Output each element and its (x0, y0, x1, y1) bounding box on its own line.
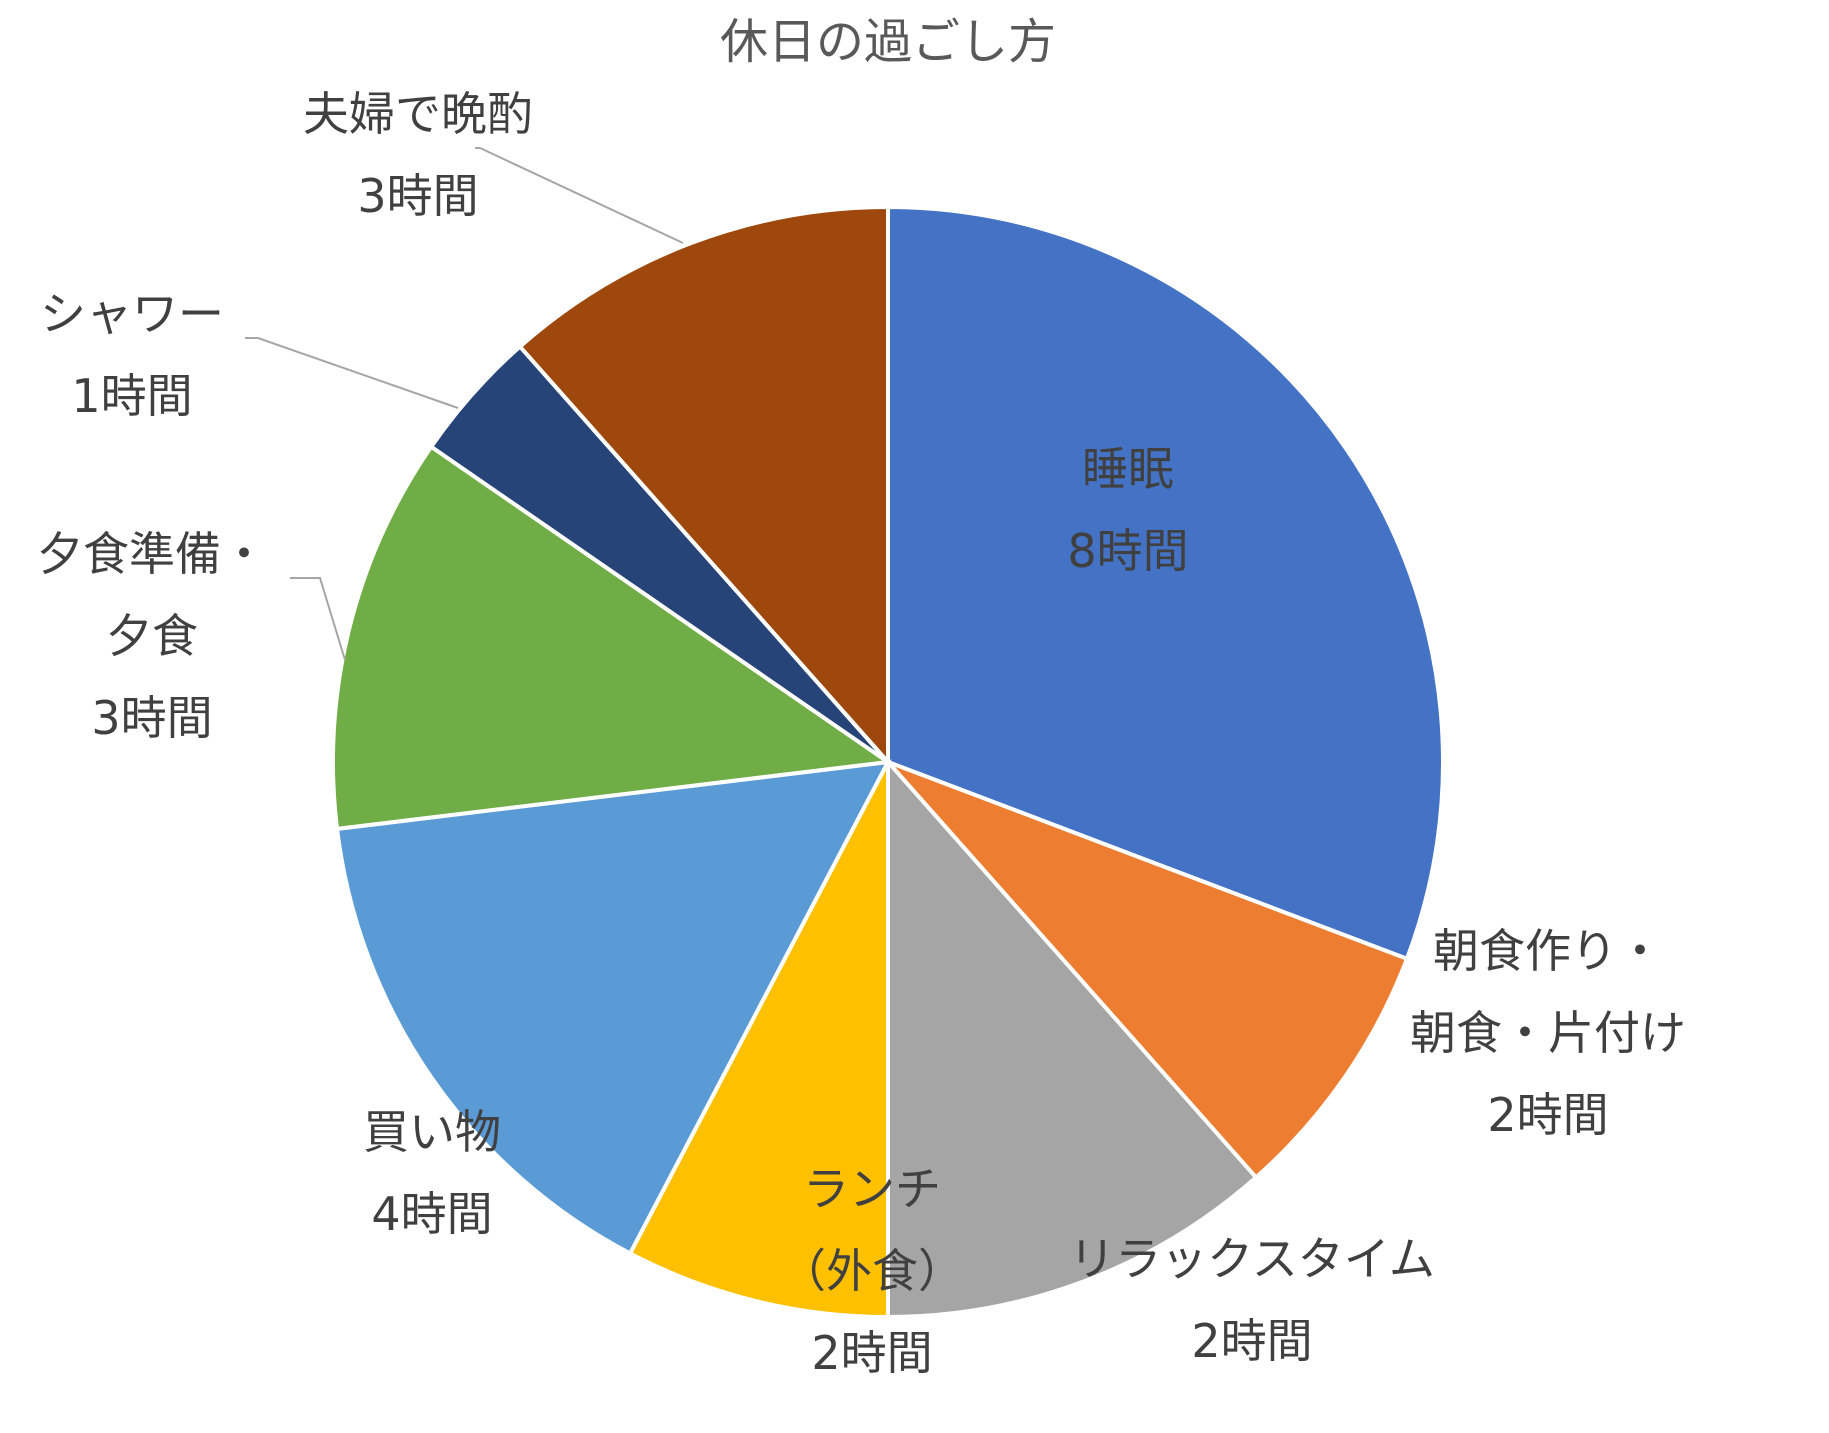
pie-slice (886, 760, 1410, 1181)
slice-value-label: 2時間 (811, 1326, 932, 1380)
pie-slice (886, 204, 1445, 962)
slice-category-label: ランチ (803, 1162, 941, 1216)
pie-slice (886, 756, 1259, 1320)
slice-category-label: リラックスタイム (1069, 1232, 1435, 1286)
slice-category-label: （外食） (780, 1244, 964, 1298)
slice-labels: 睡眠8時間朝食作り・朝食・片付け2時間リラックスタイム2時間ランチ（外食）2時間… (37, 87, 1686, 1380)
pie-slices (331, 204, 1445, 1320)
slice-category-label: 夕食準備・ (37, 527, 267, 581)
slice-value-label: 2時間 (1191, 1314, 1312, 1368)
pie-slice (517, 204, 890, 768)
slice-value-label: 1時間 (71, 369, 192, 423)
slice-category-label: シャワー (40, 287, 224, 341)
slice-category-label: 睡眠 (1082, 442, 1174, 496)
pie-slice (331, 443, 894, 832)
pie-slice (334, 759, 892, 1257)
slice-category-label: 朝食作り・ (1433, 924, 1663, 978)
slice-value-label: 8時間 (1067, 524, 1188, 578)
pie-slice (627, 761, 890, 1320)
slice-category-label: 夕食 (106, 609, 198, 663)
slice-value-label: 3時間 (357, 169, 478, 223)
leader-line (475, 147, 684, 244)
leader-line (290, 577, 346, 661)
leader-line (245, 337, 459, 409)
slice-value-label: 3時間 (91, 691, 212, 745)
leader-lines (245, 147, 684, 661)
slice-category-label: 買い物 (363, 1105, 501, 1159)
slice-value-label: 4時間 (371, 1187, 492, 1241)
slice-value-label: 2時間 (1487, 1088, 1608, 1142)
chart-title: 休日の過ごし方 (720, 14, 1056, 70)
slice-category-label: 夫婦で晩酌 (303, 87, 533, 141)
slice-category-label: 朝食・片付け (1410, 1006, 1686, 1060)
